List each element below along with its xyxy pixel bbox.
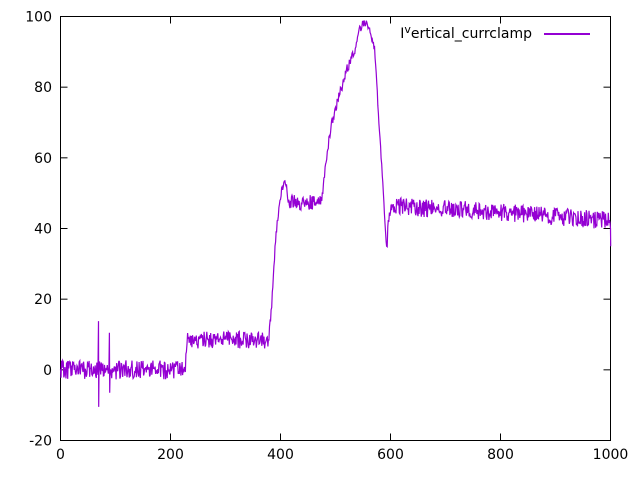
legend-series-label: Ivertical_currclamp: [396, 23, 532, 42]
plot-border: [60, 16, 611, 441]
y-tick-label: 60: [34, 151, 52, 167]
legend-label-superscript: v: [404, 23, 411, 36]
x-tick-label: 200: [157, 447, 184, 463]
x-tick-label: 0: [56, 447, 65, 463]
y-tick-label: 40: [34, 222, 52, 238]
legend-label-prefix: I: [400, 26, 405, 42]
y-tick-label: 0: [43, 363, 52, 379]
y-tick-label: 20: [34, 292, 52, 308]
x-tick-label: 400: [267, 447, 294, 463]
y-tick-label: 100: [25, 10, 52, 26]
y-tick-label: -20: [29, 434, 52, 450]
x-tick-label: 1000: [593, 447, 629, 463]
x-tick-label: 800: [487, 447, 514, 463]
x-tick-label: 600: [377, 447, 404, 463]
legend-line-sample: [544, 33, 590, 35]
series-line: [59, 20, 612, 407]
legend: Ivertical_currclamp: [396, 23, 590, 43]
y-tick-label: 80: [34, 80, 52, 96]
legend-label-rest: ertical_currclamp: [410, 26, 532, 42]
